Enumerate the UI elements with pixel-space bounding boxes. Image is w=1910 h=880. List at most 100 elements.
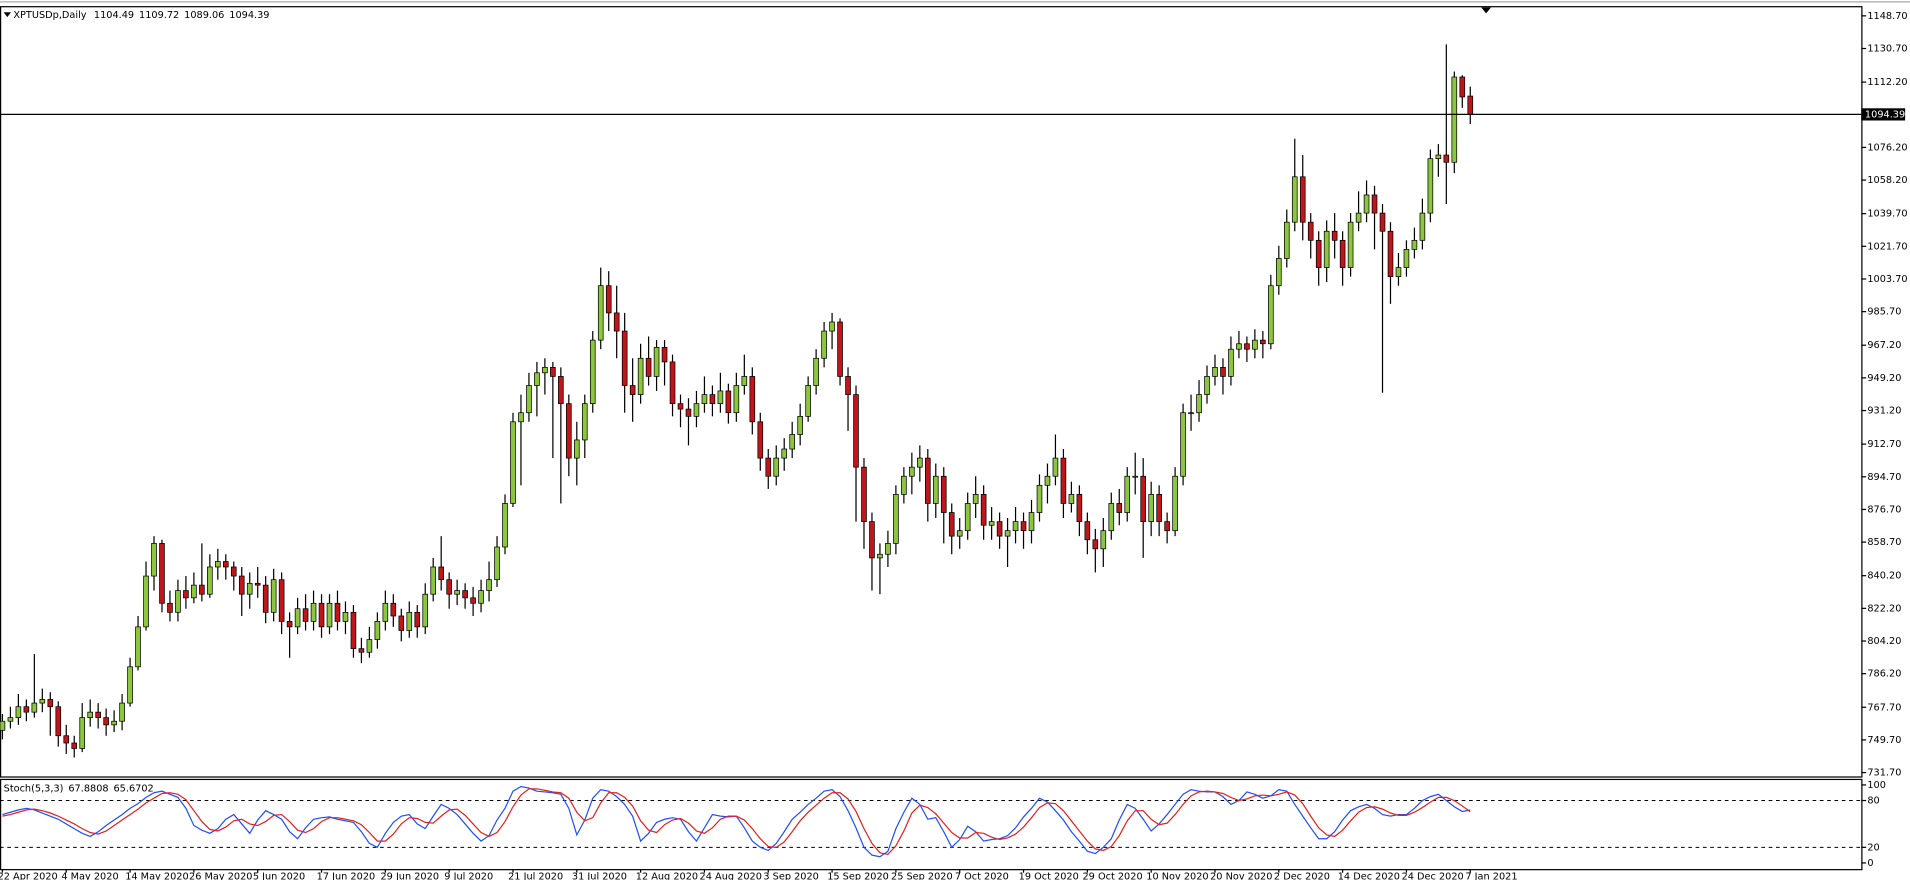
candle-body [191,584,197,599]
candle-body [1076,494,1083,522]
y-tick-label: 985.70 [1867,307,1901,318]
price-label-bg [1861,108,1906,121]
candle-body [502,503,508,548]
candle-body [207,566,213,595]
x-tick-label: 7 Oct 2020 [955,871,1009,880]
candle-body [566,403,572,459]
candle-body [278,579,285,622]
candle-body [374,621,381,640]
candle-body [869,521,875,559]
candle-body [430,566,437,595]
candle-body [151,543,157,577]
stoch-header: Stoch(5,3,3) 67.8808 65.6702 [4,784,154,795]
candle-body [286,621,293,628]
candle-body [1004,530,1011,537]
candle-body [167,602,173,613]
candle-body [1140,475,1146,522]
candle-body [909,466,915,477]
header-close: 1094.39 [229,10,269,21]
candle-body [789,434,795,450]
candle-body [1403,249,1410,268]
header-high: 1109.72 [139,10,179,21]
candle-body [1044,475,1051,486]
candle-body [87,711,93,718]
candle-body [829,321,835,332]
candle-body [1467,95,1474,115]
candle-body [1395,267,1402,277]
candle-body [1451,76,1458,163]
x-tick-label: 7 Jan 2021 [1465,871,1517,880]
y-tick-label: 1148.70 [1867,11,1907,22]
candle-body [605,285,612,314]
candle-body [1307,221,1314,241]
candle-body [1212,366,1218,377]
x-tick-label: 14 Dec 2020 [1338,871,1400,880]
header-open: 1104.49 [94,10,134,21]
candle-body [1283,221,1290,259]
candle-body [542,366,548,374]
y-tick-label: 767.70 [1867,702,1901,713]
candle-body [262,584,269,613]
candle-body [709,394,716,405]
candle-body [55,706,62,737]
candle-body [534,372,540,386]
candle-body [821,330,827,359]
x-tick-label: 31 Jul 2020 [572,871,627,880]
candle-body [669,361,676,405]
candle-body [1180,412,1186,477]
x-tick-label: 2 Dec 2020 [1274,871,1330,880]
candle-body [693,403,700,417]
candle-body [270,579,277,613]
candle-body [31,702,38,713]
candle-body [454,590,460,595]
candle-body [1132,475,1139,478]
candle-body [1371,194,1378,214]
header-low: 1089.06 [184,10,224,21]
candle-body [996,521,1003,537]
candle-body [7,717,14,722]
candle-body [717,390,724,405]
candle-body [350,611,357,650]
candle-body [645,357,652,377]
candle-body [1347,221,1354,268]
y-tick-label: 967.20 [1867,340,1901,351]
candle-body [1355,212,1362,223]
candle-body [334,602,341,622]
candle-body [797,415,803,435]
candle-body [494,546,500,581]
candle-body [613,312,620,332]
candle-body [518,412,524,423]
candle-body [1188,412,1194,415]
candle-body [558,376,564,405]
candle-body [15,706,22,718]
candle-body [1156,494,1162,522]
candle-body [901,475,907,495]
candle-body [310,602,317,622]
candle-body [175,590,181,613]
candle-body [877,553,883,559]
candle-body [637,357,644,395]
candle-body [1228,348,1234,377]
candle-body [119,702,125,722]
candle-body [1196,394,1202,414]
candle-body [837,321,843,377]
y-tick-label: 858.70 [1867,537,1901,548]
x-tick-label: 15 Sep 2020 [827,871,889,880]
candle-body [925,457,931,504]
x-tick-label: 4 May 2020 [61,871,118,880]
y-tick-label: 731.70 [1867,768,1901,779]
candle-body [1291,176,1298,223]
candle-body [653,347,660,377]
candle-body [358,648,365,653]
y-tick-label: 1058.20 [1867,175,1907,186]
candle-body [1387,230,1394,277]
candle-body [574,439,580,459]
candle-body [964,503,971,532]
candle-body [342,611,349,622]
candle-body [1020,521,1027,532]
candle-body [446,579,452,595]
candle-body [1323,230,1330,268]
candle-body [23,706,30,713]
y-tick-label: 100 [1867,780,1886,791]
